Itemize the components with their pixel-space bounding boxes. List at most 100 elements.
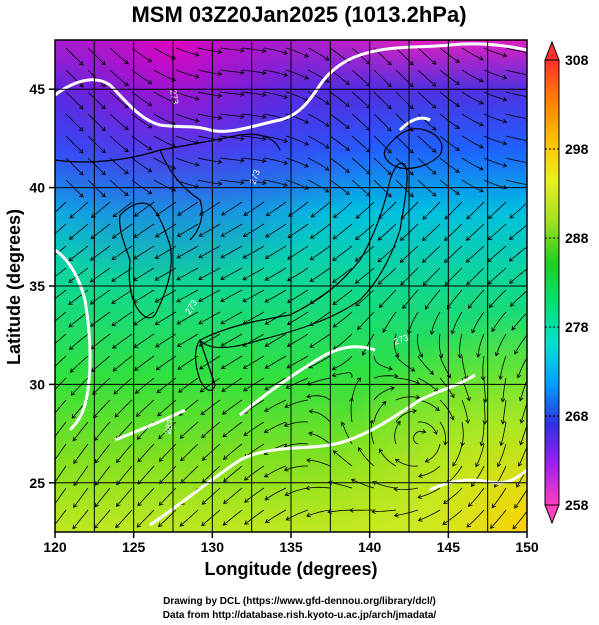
streamline <box>452 443 463 467</box>
streamline-arrowhead <box>499 441 504 447</box>
streamline <box>309 410 331 423</box>
streamline-arrowhead <box>518 396 524 402</box>
streamline-arrowhead <box>68 278 73 283</box>
streamline <box>511 312 527 331</box>
streamline-arrowhead <box>147 146 153 151</box>
streamline <box>394 487 419 490</box>
streamline-arrowhead <box>399 258 405 263</box>
streamline <box>373 91 392 110</box>
streamline <box>287 223 309 238</box>
streamline-arrowhead <box>158 522 163 528</box>
streamline <box>55 465 67 483</box>
streamline <box>112 333 133 349</box>
streamline-arrowhead <box>176 298 182 303</box>
streamline-arrowhead <box>324 188 330 193</box>
streamline-arrowhead <box>261 114 267 120</box>
streamline <box>351 135 371 153</box>
streamline <box>70 377 89 396</box>
streamline-arrowhead <box>435 406 440 412</box>
streamline <box>115 509 133 528</box>
streamline-arrowhead <box>309 277 315 282</box>
streamline <box>264 465 287 478</box>
streamline <box>505 157 527 163</box>
streamline <box>109 47 129 65</box>
streamline <box>439 135 460 151</box>
streamline <box>355 223 375 240</box>
streamline <box>131 69 152 85</box>
streamline-arrowhead <box>135 389 140 394</box>
streamline-arrowhead <box>444 258 449 264</box>
streamline-arrowhead <box>242 297 248 303</box>
streamline-arrowhead <box>502 97 508 102</box>
streamline <box>512 510 527 530</box>
streamline <box>373 355 393 370</box>
streamline-arrowhead <box>502 162 508 168</box>
y-tick-label: 30 <box>29 376 45 392</box>
streamline-arrowhead <box>79 126 84 132</box>
streamline <box>444 223 463 241</box>
streamline-arrowhead <box>136 523 142 528</box>
streamline-arrowhead <box>47 257 51 261</box>
streamline-arrowhead <box>417 494 423 499</box>
streamline-arrowhead <box>332 278 337 283</box>
streamline <box>265 267 287 281</box>
streamline-arrowhead <box>69 345 74 350</box>
streamline <box>514 488 527 509</box>
streamline <box>111 311 133 326</box>
streamline-arrowhead <box>332 256 337 261</box>
streamline-arrowhead <box>396 420 401 426</box>
streamline <box>395 377 420 384</box>
streamline <box>198 289 221 302</box>
streamline <box>451 311 463 334</box>
streamline-arrowhead <box>243 387 248 392</box>
streamline-arrowhead <box>111 277 117 282</box>
streamline-arrowhead <box>73 503 78 508</box>
streamline <box>509 224 527 240</box>
streamline-arrowhead <box>283 182 289 187</box>
streamline <box>483 399 486 425</box>
streamline <box>379 289 397 308</box>
streamline <box>113 355 133 372</box>
streamline <box>355 245 375 262</box>
streamline <box>263 47 288 54</box>
streamline <box>198 245 221 259</box>
streamline <box>285 91 309 102</box>
streamline <box>73 487 89 508</box>
wind-streamlines <box>47 47 527 530</box>
streamline <box>468 289 485 309</box>
streamline-arrowhead <box>355 214 361 219</box>
streamline <box>488 267 507 285</box>
streamline-arrowhead <box>201 433 206 439</box>
streamline-arrowhead <box>355 301 361 307</box>
streamline <box>131 91 152 107</box>
streamline <box>131 47 152 63</box>
streamline-arrowhead <box>324 56 330 61</box>
streamline <box>332 223 353 240</box>
streamline <box>372 481 397 489</box>
streamline-arrowhead <box>223 455 228 460</box>
streamline-arrowhead <box>377 280 383 285</box>
streamline-arrowhead <box>491 327 496 333</box>
streamline <box>446 289 463 310</box>
streamline-arrowhead <box>349 397 354 402</box>
streamline <box>461 157 484 170</box>
streamline-arrowhead <box>124 125 129 131</box>
streamline-arrowhead <box>113 389 119 395</box>
streamline <box>201 509 221 526</box>
streamline <box>357 311 375 330</box>
streamline <box>286 509 309 521</box>
streamline <box>307 91 329 105</box>
streamline-arrowhead <box>400 214 405 220</box>
streamline-arrowhead <box>431 170 437 175</box>
streamline-arrowhead <box>72 436 78 442</box>
streamline <box>425 443 441 463</box>
streamline <box>417 47 437 65</box>
streamline-arrowhead <box>308 431 313 437</box>
streamline-arrowhead <box>332 235 338 240</box>
streamline-arrowhead <box>466 214 471 220</box>
streamline-arrowhead <box>111 299 117 304</box>
streamline <box>400 201 419 220</box>
streamline <box>243 245 265 259</box>
streamline-arrowhead <box>431 60 437 65</box>
streamline-arrowhead <box>264 518 270 524</box>
